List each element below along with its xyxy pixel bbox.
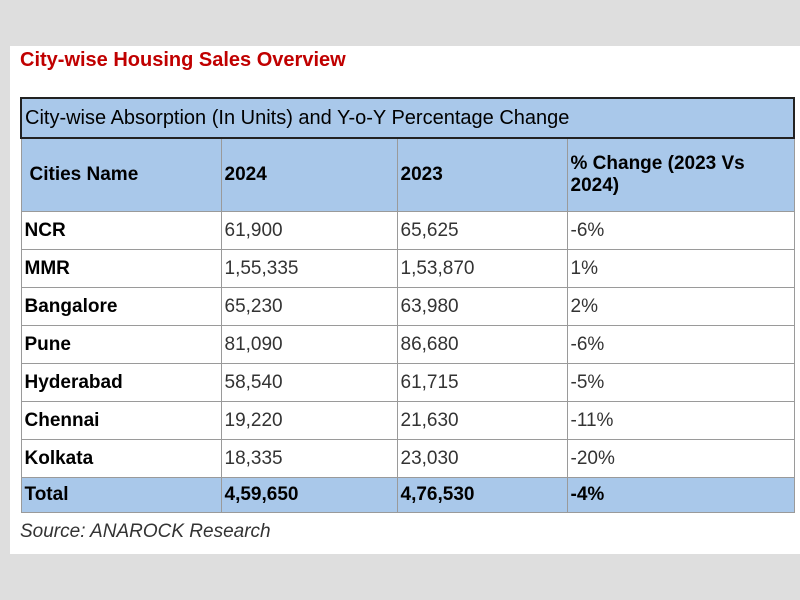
table-header-row: Cities Name 2024 2023 % Change (2023 Vs … xyxy=(20,137,795,212)
city-cell: Chennai xyxy=(20,401,222,440)
table-caption-row: City-wise Absorption (In Units) and Y-o-… xyxy=(20,97,795,139)
total-2024-cell: 4,59,650 xyxy=(220,477,398,513)
change-cell: -11% xyxy=(566,401,795,440)
table-row: MMR 1,55,335 1,53,870 1% xyxy=(20,249,795,288)
total-2023-cell: 4,76,530 xyxy=(396,477,568,513)
change-cell: 1% xyxy=(566,249,795,288)
sales-2024-cell: 1,55,335 xyxy=(220,249,398,288)
sales-2024-cell: 61,900 xyxy=(220,211,398,250)
sales-2023-cell: 21,630 xyxy=(396,401,568,440)
city-cell: MMR xyxy=(20,249,222,288)
sales-2024-cell: 81,090 xyxy=(220,325,398,364)
change-cell: -20% xyxy=(566,439,795,478)
table-row: Kolkata 18,335 23,030 -20% xyxy=(20,439,795,478)
change-cell: -6% xyxy=(566,211,795,250)
city-cell: Bangalore xyxy=(20,287,222,326)
table-row: Chennai 19,220 21,630 -11% xyxy=(20,401,795,440)
city-cell: Kolkata xyxy=(20,439,222,478)
sales-2024-cell: 18,335 xyxy=(220,439,398,478)
table-row: Pune 81,090 86,680 -6% xyxy=(20,325,795,364)
sales-2023-cell: 61,715 xyxy=(396,363,568,402)
sales-2023-cell: 86,680 xyxy=(396,325,568,364)
change-cell: -6% xyxy=(566,325,795,364)
sales-2024-cell: 65,230 xyxy=(220,287,398,326)
table-row: NCR 61,900 65,625 -6% xyxy=(20,211,795,250)
sales-2023-cell: 1,53,870 xyxy=(396,249,568,288)
table-total-row: Total 4,59,650 4,76,530 -4% xyxy=(20,477,795,513)
table-row: Hyderabad 58,540 61,715 -5% xyxy=(20,363,795,402)
change-cell: 2% xyxy=(566,287,795,326)
column-header-city: Cities Name xyxy=(20,137,222,212)
document-title: City-wise Housing Sales Overview xyxy=(20,49,346,71)
column-header-change: % Change (2023 Vs 2024) xyxy=(566,137,795,212)
column-header-2023: 2023 xyxy=(396,137,568,212)
total-label-cell: Total xyxy=(20,477,222,513)
column-header-2024: 2024 xyxy=(220,137,398,212)
total-change-cell: -4% xyxy=(566,477,795,513)
sales-2024-cell: 58,540 xyxy=(220,363,398,402)
source-note: Source: ANAROCK Research xyxy=(20,521,271,542)
sales-2023-cell: 65,625 xyxy=(396,211,568,250)
change-cell: -5% xyxy=(566,363,795,402)
sales-2023-cell: 23,030 xyxy=(396,439,568,478)
document-card: City-wise Housing Sales Overview City-wi… xyxy=(10,46,800,554)
city-cell: NCR xyxy=(20,211,222,250)
sales-2024-cell: 19,220 xyxy=(220,401,398,440)
city-cell: Pune xyxy=(20,325,222,364)
city-cell: Hyderabad xyxy=(20,363,222,402)
table-row: Bangalore 65,230 63,980 2% xyxy=(20,287,795,326)
absorption-table: City-wise Absorption (In Units) and Y-o-… xyxy=(20,97,795,513)
table-caption: City-wise Absorption (In Units) and Y-o-… xyxy=(20,97,795,139)
sales-2023-cell: 63,980 xyxy=(396,287,568,326)
